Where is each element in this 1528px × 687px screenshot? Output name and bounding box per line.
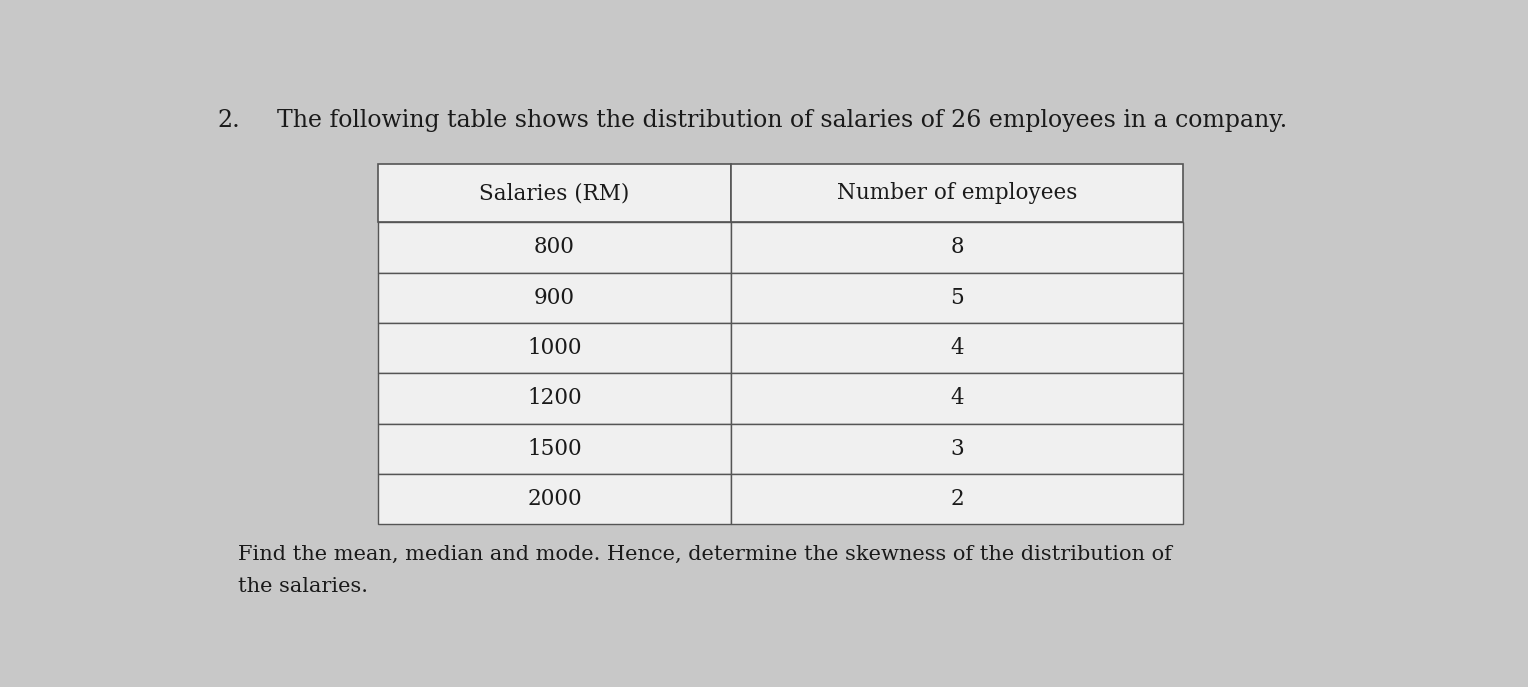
Bar xyxy=(730,323,1183,373)
Text: Number of employees: Number of employees xyxy=(837,182,1077,204)
Text: 900: 900 xyxy=(535,286,575,308)
Bar xyxy=(377,164,730,223)
Text: Find the mean, median and mode. Hence, determine the skewness of the distributio: Find the mean, median and mode. Hence, d… xyxy=(238,545,1172,564)
Text: the salaries.: the salaries. xyxy=(238,577,368,596)
Text: 4: 4 xyxy=(950,387,964,409)
Bar xyxy=(377,273,730,323)
Bar xyxy=(377,474,730,524)
Text: 800: 800 xyxy=(535,236,575,258)
Text: 2.: 2. xyxy=(217,109,240,132)
Text: 1500: 1500 xyxy=(527,438,582,460)
Bar xyxy=(730,474,1183,524)
Text: 3: 3 xyxy=(950,438,964,460)
Text: The following table shows the distribution of salaries of 26 employees in a comp: The following table shows the distributi… xyxy=(278,109,1288,132)
Text: 1200: 1200 xyxy=(527,387,582,409)
Bar xyxy=(377,323,730,373)
Bar xyxy=(730,273,1183,323)
Text: 4: 4 xyxy=(950,337,964,359)
Bar xyxy=(730,373,1183,423)
Bar xyxy=(377,373,730,423)
Bar xyxy=(377,223,730,273)
Text: 2000: 2000 xyxy=(527,488,582,510)
Text: 8: 8 xyxy=(950,236,964,258)
Bar xyxy=(730,223,1183,273)
Bar xyxy=(730,164,1183,223)
Bar xyxy=(730,423,1183,474)
Bar xyxy=(377,423,730,474)
Text: 2: 2 xyxy=(950,488,964,510)
Text: 1000: 1000 xyxy=(527,337,582,359)
Text: Salaries (RM): Salaries (RM) xyxy=(480,182,630,204)
Text: 5: 5 xyxy=(950,286,964,308)
